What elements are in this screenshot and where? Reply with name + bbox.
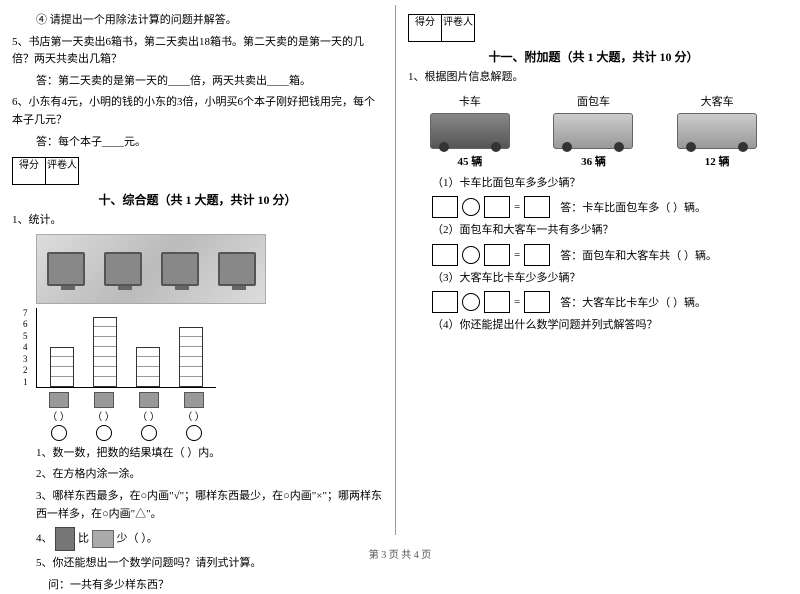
answer-box <box>524 291 550 313</box>
paren-row: （ ） （ ） （ ） （ ） <box>36 408 216 423</box>
bar-1 <box>50 347 74 387</box>
vehicle-van: 面包车 36 辆 <box>543 93 643 169</box>
sub1: 1、数一数，把数的结果填在（ ）内。 <box>12 445 383 463</box>
vehicles-row: 卡车 45 辆 面包车 36 辆 大客车 12 辆 <box>408 93 779 169</box>
answer-circle <box>186 425 202 441</box>
right-column: 得分 评卷人 十一、附加题（共 1 大题，共计 10 分） 1、根据图片信息解题… <box>396 0 791 540</box>
score-box-10: 得分 评卷人 <box>12 157 383 185</box>
answer-circle <box>51 425 67 441</box>
vehicle-truck: 卡车 45 辆 <box>420 93 520 169</box>
q10-1: 1、统计。 <box>12 212 383 230</box>
chart-icons <box>36 392 216 408</box>
answer-circle <box>96 425 112 441</box>
answer-circle <box>141 425 157 441</box>
operator-circle <box>462 293 480 311</box>
sub2: 2、在方格内涂一涂。 <box>12 466 383 484</box>
item-icon <box>139 392 159 408</box>
score-box-11: 得分 评卷人 <box>408 14 779 42</box>
a5: 答：第二天卖的是第一天的____倍，两天共卖出____箱。 <box>12 73 383 91</box>
item-icon <box>49 392 69 408</box>
a6: 答：每个本子____元。 <box>12 134 383 152</box>
answer-box <box>432 196 458 218</box>
answer-box <box>484 291 510 313</box>
bar-4 <box>179 327 203 387</box>
equation-3: = 答：大客车比卡车少（ ）辆。 <box>432 291 779 313</box>
score-cell: 得分 <box>12 157 46 185</box>
monitor-icon <box>104 252 142 286</box>
page-footer: 第 3 页 共 4 页 <box>0 546 800 561</box>
stationery-image <box>36 234 266 304</box>
left-column: ④ 请提出一个用除法计算的问题并解答。 5、书店第一天卖出6箱书，第二天卖出18… <box>0 0 395 540</box>
r-sub4: （4）你还能提出什么数学问题并列式解答吗？ <box>408 317 779 335</box>
q5: 5、书店第一天卖出6箱书，第二天卖出18箱书。第二天卖的是第一天的几倍？两天共卖… <box>12 34 383 69</box>
ans3: 答：大客车比卡车少（ ）辆。 <box>560 294 706 310</box>
bus-icon <box>677 113 757 149</box>
operator-circle <box>462 246 480 264</box>
ans1: 答：卡车比面包车多（ ）辆。 <box>560 199 706 215</box>
q4: ④ 请提出一个用除法计算的问题并解答。 <box>12 12 383 30</box>
monitor-icon <box>218 252 256 286</box>
monitor-icon <box>47 252 85 286</box>
bar-chart: 1 2 3 4 5 6 7 <box>36 308 383 388</box>
grader-cell: 评卷人 <box>45 157 79 185</box>
item-icon <box>184 392 204 408</box>
answer-box <box>484 244 510 266</box>
sub5-q: 问：一共有多少样东西？ <box>12 577 383 594</box>
answer-box <box>524 244 550 266</box>
sub3: 3、哪样东西最多，在○内画"√"；哪样东西最少，在○内画"×"；哪两样东西一样多… <box>12 488 383 523</box>
r-sub1: （1）卡车比面包车多多少辆？ <box>408 175 779 193</box>
circle-row <box>36 425 216 441</box>
answer-box <box>432 291 458 313</box>
r-sub2: （2）面包车和大客车一共有多少辆？ <box>408 222 779 240</box>
section-10-title: 十、综合题（共 1 大题，共计 10 分） <box>12 191 383 208</box>
vehicle-bus: 大客车 12 辆 <box>667 93 767 169</box>
grader-cell: 评卷人 <box>441 14 475 42</box>
y-axis: 1 2 3 4 5 6 7 <box>23 308 28 387</box>
answer-box <box>524 196 550 218</box>
q11-1: 1、根据图片信息解题。 <box>408 69 779 87</box>
q6: 6、小东有4元，小明的钱的小东的3倍，小明买6个本子刚好把钱用完，每个本子几元？ <box>12 94 383 129</box>
answer-box <box>432 244 458 266</box>
item-icon <box>94 392 114 408</box>
answer-box <box>484 196 510 218</box>
truck-icon <box>430 113 510 149</box>
monitor-icon <box>161 252 199 286</box>
operator-circle <box>462 198 480 216</box>
equation-1: = 答：卡车比面包车多（ ）辆。 <box>432 196 779 218</box>
van-icon <box>553 113 633 149</box>
equation-2: = 答：面包车和大客车共（ ）辆。 <box>432 244 779 266</box>
bar-2 <box>93 317 117 387</box>
section-11-title: 十一、附加题（共 1 大题，共计 10 分） <box>408 48 779 65</box>
r-sub3: （3）大客车比卡车少多少辆？ <box>408 270 779 288</box>
bar-3 <box>136 347 160 387</box>
ans2: 答：面包车和大客车共（ ）辆。 <box>560 247 717 263</box>
score-cell: 得分 <box>408 14 442 42</box>
